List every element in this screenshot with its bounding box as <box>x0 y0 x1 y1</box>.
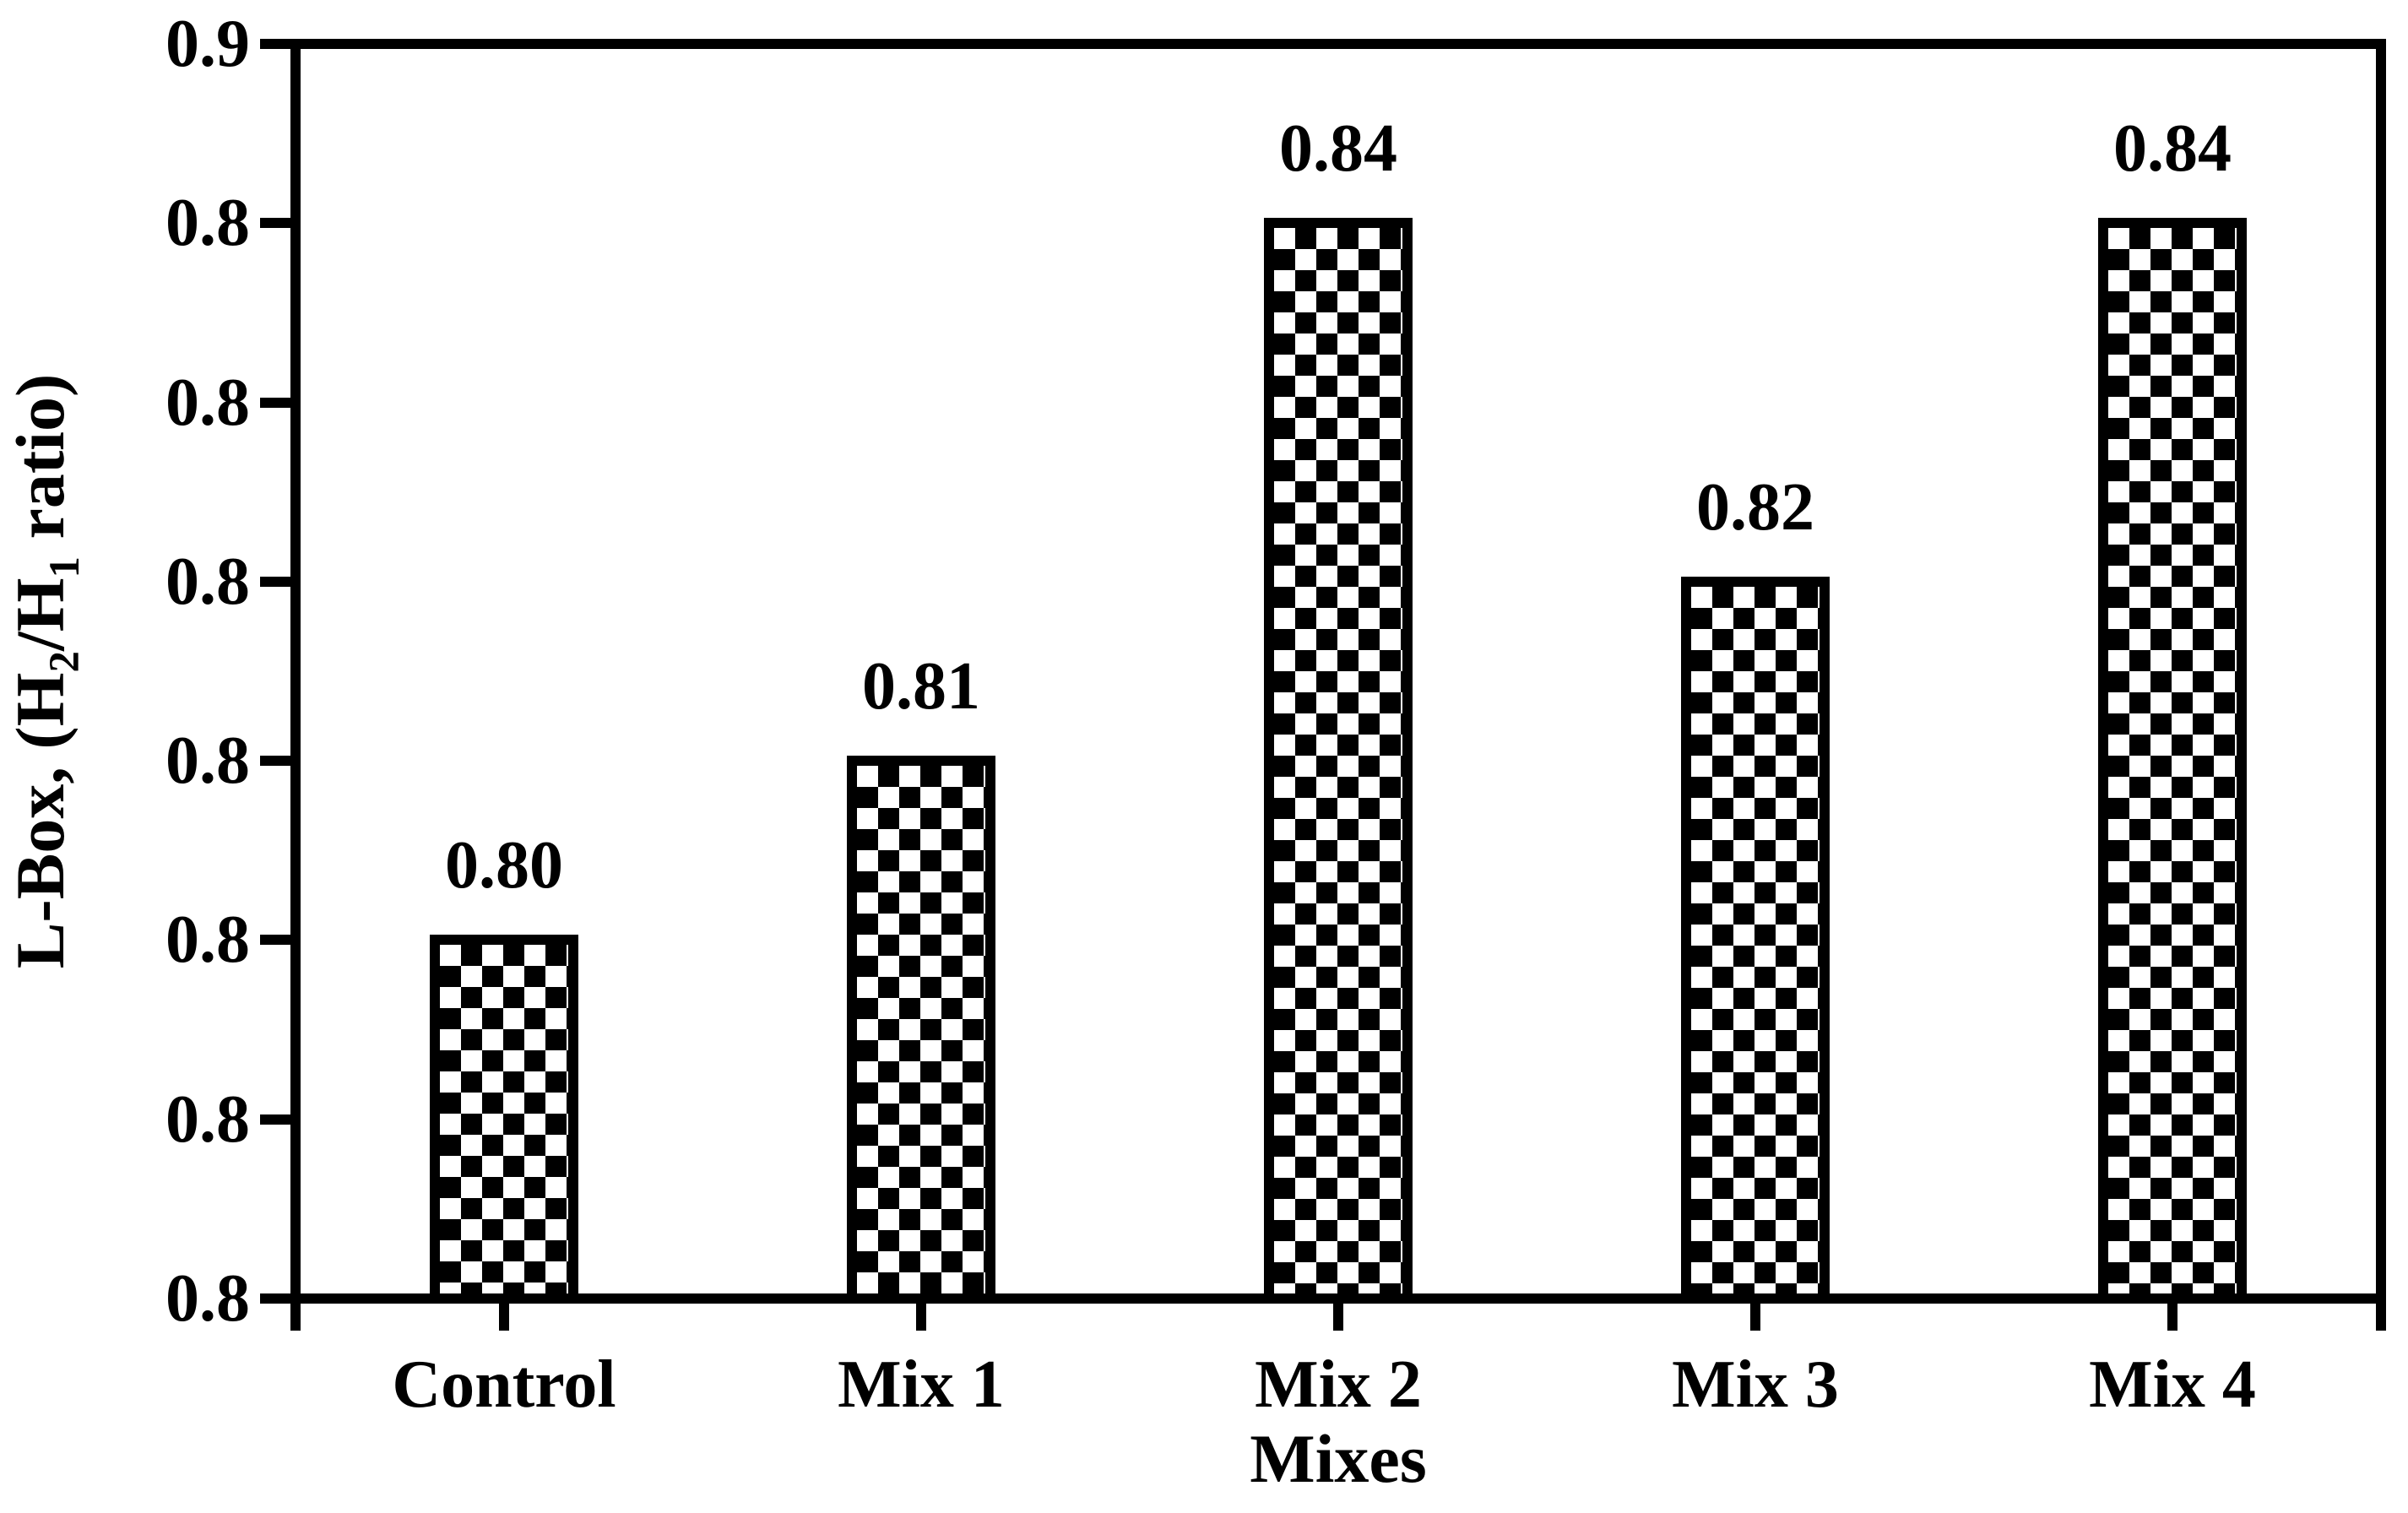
y-tick <box>260 1293 290 1304</box>
y-tick-label: 0.8 <box>165 724 250 799</box>
y-axis-title-subscript: 2 <box>41 651 88 673</box>
x-tick <box>499 1304 509 1331</box>
x-tick <box>1333 1304 1343 1331</box>
x-tick-label-mix-2: Mix 2 <box>1255 1348 1422 1422</box>
value-label-mix-2: 0.84 <box>1279 111 1397 187</box>
x-axis-corner-tick <box>2376 1304 2386 1331</box>
y-tick-label: 0.8 <box>165 1261 250 1336</box>
value-label-mix-1: 0.81 <box>862 649 980 724</box>
x-tick-label-mix-4: Mix 4 <box>2089 1348 2256 1422</box>
x-axis-corner-tick <box>290 1304 301 1331</box>
x-tick <box>2167 1304 2178 1331</box>
bar-mix-2 <box>1264 218 1413 1304</box>
value-label-mix-4: 0.84 <box>2113 111 2232 187</box>
x-tick <box>916 1304 926 1331</box>
y-tick-label: 0.9 <box>165 7 250 81</box>
x-tick <box>1750 1304 1760 1331</box>
bar-mix-3 <box>1681 576 1830 1304</box>
y-tick <box>260 576 290 587</box>
y-axis-title-subscript: 1 <box>41 556 88 578</box>
y-tick <box>260 397 290 408</box>
y-tick <box>260 1114 290 1125</box>
x-tick-label-control: Control <box>392 1348 616 1422</box>
y-axis-title-text: L-Box, (H <box>2 672 79 969</box>
x-axis-title: Mixes <box>1250 1420 1427 1497</box>
y-axis-title: L-Box, (H2/H1 ratio) <box>0 374 106 969</box>
bar-mix-4 <box>2098 218 2247 1304</box>
y-tick-label: 0.8 <box>165 365 250 440</box>
value-label-control: 0.80 <box>445 828 563 903</box>
bar-mix-1 <box>847 756 995 1304</box>
y-tick-label: 0.8 <box>165 186 250 261</box>
y-tick <box>260 39 290 49</box>
x-tick-label-mix-1: Mix 1 <box>838 1348 1005 1422</box>
y-tick <box>260 218 290 229</box>
y-tick-label: 0.8 <box>165 903 250 978</box>
x-tick-label-mix-3: Mix 3 <box>1672 1348 1839 1422</box>
y-axis-title-text: ratio) <box>2 373 79 557</box>
y-tick-label: 0.8 <box>165 1082 250 1157</box>
value-label-mix-3: 0.82 <box>1696 469 1814 545</box>
y-tick <box>260 935 290 946</box>
y-tick-label: 0.8 <box>165 544 250 619</box>
bar-control <box>430 935 578 1304</box>
y-tick <box>260 756 290 767</box>
y-axis-title-text: /H <box>2 578 79 652</box>
